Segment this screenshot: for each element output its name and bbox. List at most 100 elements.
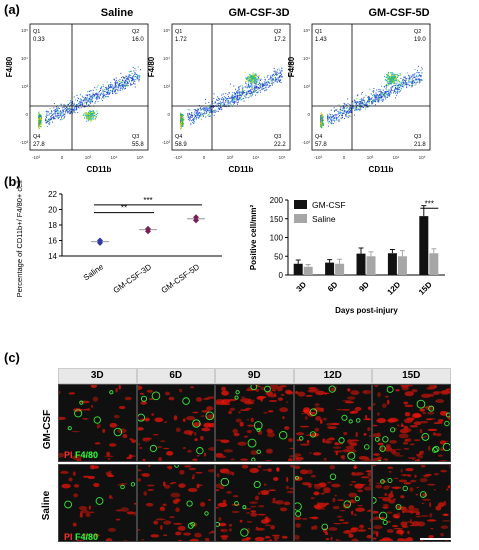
- flow-dot: [222, 93, 224, 95]
- flow-dot: [340, 118, 342, 120]
- flow-dot: [254, 91, 256, 93]
- quadrant-value-q3: 21.8: [414, 142, 426, 148]
- flow-dot: [70, 108, 72, 110]
- flow-dot: [332, 119, 334, 121]
- flow-dot: [252, 85, 254, 87]
- pi-signal: [82, 533, 90, 537]
- flow-dot: [131, 80, 133, 82]
- flow-dot: [187, 114, 189, 116]
- flow-dot: [249, 77, 251, 79]
- flow-dot: [235, 101, 237, 103]
- f480-signal: [247, 438, 257, 448]
- flow-dot: [255, 85, 257, 87]
- flow-dot: [237, 98, 239, 100]
- flow-dot: [249, 96, 251, 98]
- flow-dot: [198, 117, 200, 119]
- stain-label-row1: PI F4/80: [64, 450, 98, 460]
- pi-signal: [332, 505, 340, 510]
- flow-dot: [80, 107, 82, 109]
- flow-dot: [248, 80, 250, 82]
- pi-signal: [265, 448, 273, 454]
- pi-signal: [377, 412, 380, 416]
- pi-signal: [237, 441, 247, 446]
- flow-dot: [339, 115, 341, 117]
- flow-dot: [398, 91, 400, 93]
- flow-dot: [272, 76, 274, 78]
- flow-dot: [57, 113, 59, 115]
- flow-dot: [93, 112, 95, 114]
- flow-dot: [84, 97, 86, 99]
- flow-dot: [136, 75, 138, 77]
- quadrant-name-q2: Q2: [274, 29, 281, 35]
- flow-dot: [381, 93, 383, 95]
- pi-signal: [377, 442, 384, 446]
- flow-dot: [254, 74, 256, 76]
- flow-dot: [222, 100, 224, 102]
- flow-dot: [89, 118, 91, 121]
- flow-dot: [92, 116, 95, 118]
- flow-dot: [348, 115, 350, 117]
- flow-dot: [217, 96, 219, 98]
- pi-signal: [260, 492, 269, 495]
- pi-signal: [79, 513, 83, 518]
- pi-signal: [104, 455, 114, 457]
- flow-dot: [216, 110, 218, 112]
- quadrant-value-q4: 27.8: [33, 142, 45, 148]
- flow-dot: [276, 72, 278, 74]
- flow-dot: [205, 111, 207, 113]
- bar-xtick-label: 3D: [295, 280, 309, 294]
- flow-dot: [137, 78, 139, 80]
- flow-dot: [265, 89, 267, 91]
- flow-dot: [244, 95, 246, 97]
- pi-signal: [342, 431, 347, 435]
- quadrant-name-q4: Q4: [315, 134, 322, 140]
- flow-dot: [78, 97, 80, 99]
- flow-dot: [113, 86, 115, 88]
- flow-dot: [354, 102, 356, 104]
- flow-dot: [219, 103, 221, 105]
- flow-dot: [95, 89, 97, 91]
- flow-dot: [69, 107, 71, 109]
- pi-signal: [396, 540, 407, 541]
- flow-dot: [180, 112, 182, 114]
- quadrant-value-q3: 22.2: [274, 142, 286, 148]
- flow-dot: [69, 108, 71, 110]
- flow-dot: [233, 85, 235, 87]
- flow-dot: [250, 95, 252, 97]
- flow-dot: [418, 71, 420, 73]
- flow-dot: [135, 74, 137, 76]
- flow-dot: [376, 97, 378, 99]
- flow-dot: [406, 82, 408, 84]
- flow-dot: [378, 94, 380, 96]
- flow-dot: [237, 99, 239, 101]
- flow-dot: [80, 93, 82, 95]
- flow-dot: [372, 102, 374, 104]
- flow-dot: [38, 116, 40, 118]
- mic-texture: [60, 465, 136, 541]
- pi-signal: [285, 485, 289, 490]
- flow-dot: [221, 99, 223, 101]
- pi-signal: [300, 413, 304, 415]
- flow-dot: [90, 98, 92, 100]
- flow-dot: [371, 94, 373, 96]
- flow-dot: [109, 84, 111, 86]
- flow-dot: [188, 116, 190, 118]
- pi-signal: [193, 532, 202, 538]
- flow-ytick: 0: [25, 112, 28, 117]
- flow-dot: [40, 116, 43, 118]
- flow-dot: [120, 87, 122, 89]
- flow-dot: [247, 85, 249, 87]
- flow-dot: [251, 88, 253, 90]
- flow-dot: [208, 110, 210, 112]
- flow-dot: [92, 115, 94, 117]
- flow-xtick: 10⁵: [279, 155, 286, 160]
- flow-dot: [269, 82, 271, 84]
- flow-dot: [386, 74, 388, 76]
- flow-dot: [74, 108, 76, 110]
- mic-header-3D: 3D: [58, 368, 137, 384]
- flow-dot: [55, 115, 57, 117]
- flow-dot: [243, 100, 245, 102]
- flow-dot: [238, 89, 240, 91]
- flow-dot: [68, 111, 70, 113]
- flow-dot: [72, 102, 74, 104]
